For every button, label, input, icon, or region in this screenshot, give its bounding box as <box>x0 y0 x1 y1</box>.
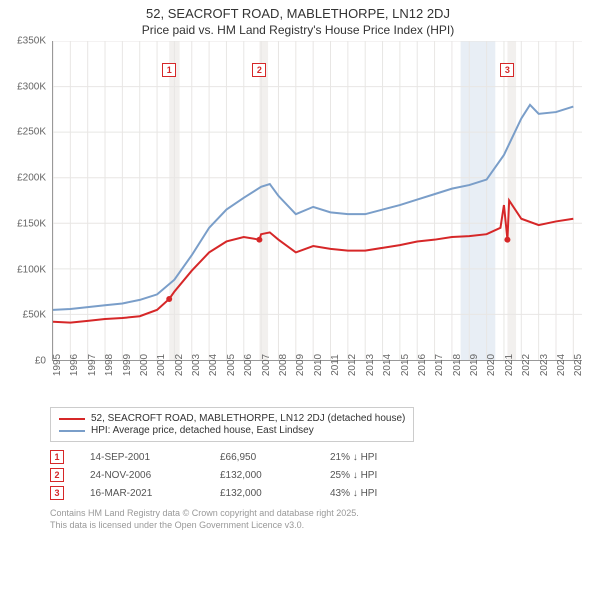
x-tick-label: 2017 <box>434 354 445 376</box>
x-tick-label: 2019 <box>469 354 480 376</box>
transaction-date: 16-MAR-2021 <box>90 488 220 499</box>
x-tick-label: 2009 <box>295 354 306 376</box>
legend-swatch <box>59 430 85 432</box>
x-tick-label: 1996 <box>69 354 80 376</box>
x-tick-label: 1995 <box>52 354 63 376</box>
y-tick-label: £350K <box>17 36 46 47</box>
x-tick-label: 2007 <box>261 354 272 376</box>
legend: 52, SEACROFT ROAD, MABLETHORPE, LN12 2DJ… <box>50 407 414 442</box>
x-tick-label: 2006 <box>243 354 254 376</box>
transaction-marker: 3 <box>50 486 64 500</box>
x-tick-label: 1997 <box>87 354 98 376</box>
transaction-date: 14-SEP-2001 <box>90 452 220 463</box>
plot-region: 1 2 3 <box>52 41 582 361</box>
x-tick-label: 2018 <box>452 354 463 376</box>
attribution: Contains HM Land Registry data © Crown c… <box>50 508 590 531</box>
legend-row: 52, SEACROFT ROAD, MABLETHORPE, LN12 2DJ… <box>59 413 405 424</box>
x-tick-label: 2022 <box>521 354 532 376</box>
x-tick-label: 2025 <box>573 354 584 376</box>
x-tick-label: 2003 <box>191 354 202 376</box>
y-tick-label: £150K <box>17 218 46 229</box>
x-tick-label: 1998 <box>104 354 115 376</box>
transaction-pct: 43% ↓ HPI <box>330 488 430 499</box>
chart-svg <box>53 41 582 360</box>
x-tick-label: 2024 <box>556 354 567 376</box>
transaction-price: £132,000 <box>220 488 330 499</box>
y-tick-label: £200K <box>17 173 46 184</box>
chart-container: 52, SEACROFT ROAD, MABLETHORPE, LN12 2DJ… <box>0 0 600 590</box>
legend-label: 52, SEACROFT ROAD, MABLETHORPE, LN12 2DJ… <box>91 413 405 424</box>
legend-row: HPI: Average price, detached house, East… <box>59 425 405 436</box>
x-tick-label: 2023 <box>539 354 550 376</box>
transactions-table: 1 14-SEP-2001£66,95021% ↓ HPI 2 24-NOV-2006… <box>50 450 590 500</box>
transaction-pct: 21% ↓ HPI <box>330 452 430 463</box>
x-tick-label: 2005 <box>226 354 237 376</box>
x-tick-label: 2021 <box>504 354 515 376</box>
x-tick-label: 1999 <box>122 354 133 376</box>
x-tick-label: 2001 <box>156 354 167 376</box>
transaction-price: £132,000 <box>220 470 330 481</box>
transaction-row: 1 14-SEP-2001£66,95021% ↓ HPI <box>50 450 590 464</box>
x-tick-label: 2020 <box>486 354 497 376</box>
title-address: 52, SEACROFT ROAD, MABLETHORPE, LN12 2DJ <box>6 6 590 21</box>
transaction-marker: 2 <box>50 468 64 482</box>
transaction-pct: 25% ↓ HPI <box>330 470 430 481</box>
chart-marker: 3 <box>500 63 514 77</box>
y-tick-label: £100K <box>17 264 46 275</box>
x-tick-label: 2010 <box>313 354 324 376</box>
y-tick-label: £250K <box>17 127 46 138</box>
title-subtitle: Price paid vs. HM Land Registry's House … <box>6 23 590 37</box>
x-tick-label: 2013 <box>365 354 376 376</box>
transaction-row: 3 16-MAR-2021£132,00043% ↓ HPI <box>50 486 590 500</box>
x-tick-label: 2014 <box>382 354 393 376</box>
x-tick-label: 2011 <box>330 354 341 376</box>
y-tick-label: £0 <box>35 356 46 367</box>
x-tick-label: 2015 <box>400 354 411 376</box>
chart-area: £0£50K£100K£150K£200K£250K£300K£350K 123… <box>8 41 588 401</box>
x-tick-label: 2016 <box>417 354 428 376</box>
x-tick-label: 2012 <box>347 354 358 376</box>
transaction-price: £66,950 <box>220 452 330 463</box>
x-tick-label: 2008 <box>278 354 289 376</box>
legend-swatch <box>59 418 85 420</box>
chart-marker: 2 <box>252 63 266 77</box>
legend-label: HPI: Average price, detached house, East… <box>91 425 314 436</box>
title-block: 52, SEACROFT ROAD, MABLETHORPE, LN12 2DJ… <box>6 6 590 37</box>
transaction-date: 24-NOV-2006 <box>90 470 220 481</box>
transaction-marker: 1 <box>50 450 64 464</box>
transaction-row: 2 24-NOV-2006£132,00025% ↓ HPI <box>50 468 590 482</box>
y-tick-label: £50K <box>23 310 46 321</box>
y-tick-label: £300K <box>17 81 46 92</box>
attribution-line1: Contains HM Land Registry data © Crown c… <box>50 508 590 520</box>
x-tick-label: 2002 <box>174 354 185 376</box>
y-axis-labels: £0£50K£100K£150K£200K£250K£300K£350K <box>6 41 48 361</box>
attribution-line2: This data is licensed under the Open Gov… <box>50 520 590 532</box>
x-tick-label: 2004 <box>208 354 219 376</box>
x-axis-labels: 1995199619971998199920002001200220032004… <box>52 361 582 401</box>
x-tick-label: 2000 <box>139 354 150 376</box>
chart-marker: 1 <box>162 63 176 77</box>
